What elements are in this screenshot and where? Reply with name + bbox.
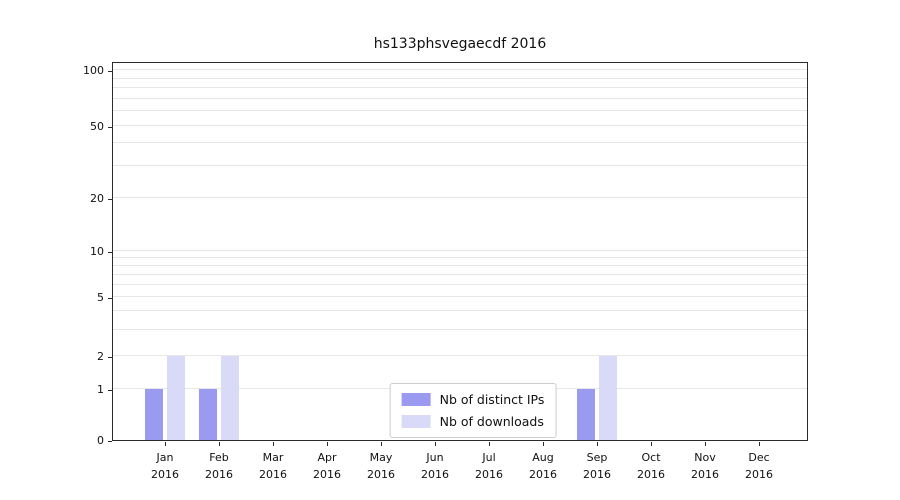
x-tick-mark (273, 442, 274, 446)
gridline (113, 296, 807, 298)
x-tick-label: Jan 2016 (138, 450, 192, 483)
gridline (113, 165, 807, 167)
x-tick-label: Oct 2016 (624, 450, 678, 483)
x-tick-year: 2016 (205, 467, 233, 481)
x-tick-year: 2016 (637, 467, 665, 481)
x-tick-year: 2016 (313, 467, 341, 481)
x-tick-month: Nov (694, 451, 716, 464)
y-tick-mark (108, 389, 112, 391)
gridline (113, 197, 807, 199)
x-tick-label: Dec 2016 (732, 450, 786, 483)
gridline (113, 69, 807, 71)
x-tick-month: Jan (156, 451, 174, 464)
y-tick-label: 100 (83, 64, 104, 78)
y-tick-mark (108, 298, 112, 300)
gridline (113, 77, 807, 79)
gridline (113, 264, 807, 266)
x-tick-label: Nov 2016 (678, 450, 732, 483)
x-tick-year: 2016 (259, 467, 287, 481)
y-tick-mark (108, 71, 112, 73)
x-tick-label: May 2016 (354, 450, 408, 483)
bar (199, 388, 217, 440)
x-tick-mark (759, 442, 760, 446)
legend-swatch (401, 393, 431, 406)
bar (577, 388, 595, 440)
gridline (113, 142, 807, 144)
gridline (113, 283, 807, 285)
y-tick-label: 0 (97, 434, 104, 447)
x-tick-mark (705, 442, 706, 446)
chart-title: hs133phsvegaecdf 2016 (373, 36, 547, 52)
x-tick-label: Jul 2016 (462, 450, 516, 483)
x-tick-year: 2016 (529, 467, 557, 481)
x-tick-month: May (369, 451, 393, 464)
x-tick-month: Dec (748, 451, 770, 464)
x-tick-month: Oct (641, 451, 661, 464)
gridline (113, 97, 807, 99)
legend-swatch (401, 415, 431, 428)
gridline (113, 354, 807, 356)
gridline (113, 249, 807, 251)
x-tick-year: 2016 (367, 467, 395, 481)
y-tick-label: 20 (90, 192, 104, 206)
x-tick-mark (489, 442, 490, 446)
bar (599, 355, 617, 440)
x-tick-mark (651, 442, 652, 446)
x-tick-mark (381, 442, 382, 446)
legend-item: Nb of downloads (401, 414, 545, 429)
x-tick-year: 2016 (421, 467, 449, 481)
legend-item: Nb of distinct IPs (401, 392, 545, 407)
y-tick-label: 5 (97, 291, 104, 305)
legend-label: Nb of distinct IPs (439, 392, 545, 407)
x-tick-label: Sep 2016 (570, 450, 624, 483)
y-tick-label: 1 (97, 382, 104, 396)
y-tick-label: 50 (90, 119, 104, 133)
plot-area: Nb of distinct IPs Nb of downloads (112, 62, 808, 441)
x-tick-month: Sep (586, 451, 608, 464)
x-tick-mark (327, 442, 328, 446)
gridline (113, 124, 807, 126)
x-tick-month: Feb (209, 451, 229, 464)
x-tick-label: Apr 2016 (300, 450, 354, 483)
gridline (113, 87, 807, 89)
x-tick-year: 2016 (583, 467, 611, 481)
y-tick-mark (108, 441, 112, 442)
gridline (113, 273, 807, 275)
bar (167, 355, 185, 440)
x-tick-year: 2016 (151, 467, 179, 481)
x-tick-label: Aug 2016 (516, 450, 570, 483)
x-tick-month: Jun (426, 451, 444, 464)
x-tick-label: Mar 2016 (246, 450, 300, 483)
gridline (113, 328, 807, 330)
gridline (113, 256, 807, 258)
x-tick-mark (219, 442, 220, 446)
x-tick-year: 2016 (691, 467, 719, 481)
bar (221, 355, 239, 440)
x-tick-month: Aug (532, 451, 554, 464)
y-tick-mark (108, 251, 112, 253)
bar (145, 388, 163, 440)
x-tick-month: Apr (317, 451, 337, 464)
y-tick-mark (108, 356, 112, 358)
legend: Nb of distinct IPs Nb of downloads (389, 383, 557, 438)
gridline (113, 110, 807, 112)
gridline (113, 310, 807, 312)
x-tick-label: Feb 2016 (192, 450, 246, 483)
x-tick-mark (597, 442, 598, 446)
legend-label: Nb of downloads (439, 414, 544, 429)
x-tick-label: Jun 2016 (408, 450, 462, 483)
x-tick-month: Mar (262, 451, 284, 464)
y-tick-mark (108, 199, 112, 201)
y-tick-label: 2 (97, 349, 104, 363)
y-tick-mark (108, 126, 112, 128)
x-tick-mark (165, 442, 166, 446)
x-tick-month: Jul (482, 451, 496, 464)
y-tick-label: 10 (90, 244, 104, 258)
x-tick-mark (435, 442, 436, 446)
x-tick-mark (543, 442, 544, 446)
x-tick-year: 2016 (745, 467, 773, 481)
x-tick-year: 2016 (475, 467, 503, 481)
